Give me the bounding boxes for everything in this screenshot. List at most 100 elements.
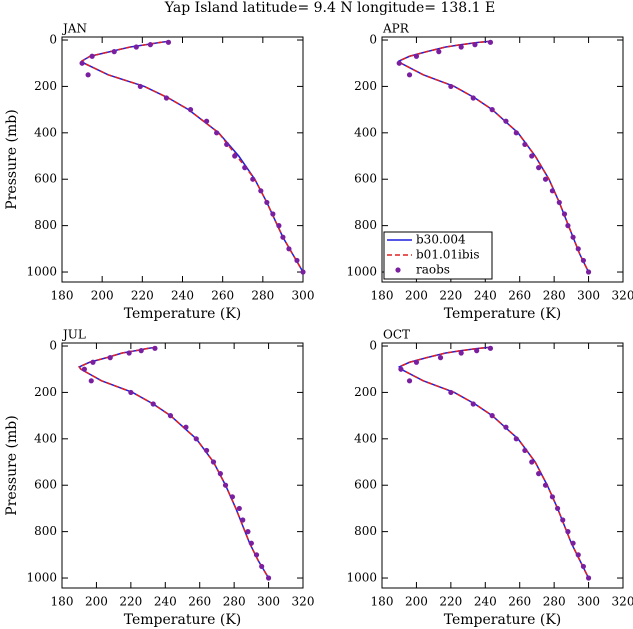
raob-point xyxy=(470,95,476,101)
raob-point xyxy=(448,83,454,90)
raob-point xyxy=(560,517,566,523)
raob-point xyxy=(542,482,549,488)
raob-point xyxy=(472,42,478,48)
y-tick-label: 0 xyxy=(369,33,377,47)
x-tick-label: 280 xyxy=(543,595,566,609)
y-tick-label: 0 xyxy=(49,33,57,47)
y-tick-label: 600 xyxy=(354,172,377,186)
raob-point xyxy=(167,413,174,419)
raob-point xyxy=(276,223,282,229)
raob-point xyxy=(85,72,91,78)
panel-label: JUL xyxy=(61,328,86,342)
raob-point xyxy=(536,165,542,171)
raob-point xyxy=(549,494,556,500)
raob-point xyxy=(436,49,442,55)
x-tick-label: 180 xyxy=(371,595,394,609)
raob-point xyxy=(147,42,153,48)
legend-label: b01.01ibis xyxy=(416,248,480,262)
raob-point xyxy=(513,130,519,136)
y-tick-label: 1000 xyxy=(346,265,377,279)
raob-point xyxy=(458,350,464,356)
profile-line xyxy=(398,346,590,579)
raob-point xyxy=(575,246,581,252)
raob-point xyxy=(232,153,238,159)
raob-point xyxy=(549,188,556,194)
raob-point xyxy=(138,348,144,354)
raob-point xyxy=(150,401,156,407)
y-tick-label: 600 xyxy=(34,478,57,492)
raob-point xyxy=(458,44,464,50)
raob-point xyxy=(561,211,568,217)
x-axis-label: Temperature (K) xyxy=(124,612,242,628)
raob-point xyxy=(222,482,229,488)
plot-frame xyxy=(381,36,624,283)
y-tick-label: 400 xyxy=(354,431,377,445)
plot-frame xyxy=(381,342,624,589)
x-tick-label: 320 xyxy=(612,595,633,609)
raob-point xyxy=(413,53,420,59)
x-axis-label: Temperature (K) xyxy=(444,612,562,628)
raob-point xyxy=(236,505,242,512)
profile-line xyxy=(78,346,270,579)
x-tick-label: 180 xyxy=(371,289,394,303)
y-tick-label: 0 xyxy=(369,339,377,353)
plot-frame xyxy=(61,342,304,589)
raob-point xyxy=(570,234,576,240)
raob-point xyxy=(265,575,272,581)
legend-label: b30.004 xyxy=(416,233,466,247)
raob-point xyxy=(248,540,254,546)
x-tick-label: 200 xyxy=(405,595,428,609)
raob-point xyxy=(81,366,87,372)
x-tick-label: 200 xyxy=(405,289,428,303)
raob-point xyxy=(542,176,549,182)
raob-point xyxy=(565,223,571,229)
raob-point xyxy=(90,359,96,365)
y-axis-label: Pressure (mb) xyxy=(4,415,20,515)
raob-point xyxy=(570,540,576,546)
raob-point xyxy=(406,72,413,78)
x-tick-label: 220 xyxy=(439,595,462,609)
raob-point xyxy=(280,234,286,240)
y-tick-label: 600 xyxy=(354,478,377,492)
y-tick-label: 200 xyxy=(34,79,57,93)
raob-point xyxy=(204,447,210,454)
y-tick-label: 600 xyxy=(34,172,57,186)
y-tick-label: 800 xyxy=(354,524,377,538)
y-tick-label: 800 xyxy=(34,524,57,538)
panel-label: OCT xyxy=(383,328,410,342)
panel-label: APR xyxy=(382,22,410,36)
x-tick-label: 240 xyxy=(171,289,194,303)
x-tick-label: 300 xyxy=(577,289,600,303)
raob-point xyxy=(126,350,132,356)
y-tick-label: 200 xyxy=(354,79,377,93)
raob-point xyxy=(536,471,542,477)
x-axis-label: Temperature (K) xyxy=(124,306,242,322)
x-tick-label: 200 xyxy=(85,595,108,609)
y-tick-label: 400 xyxy=(34,431,57,445)
raob-point xyxy=(474,348,480,354)
raob-point xyxy=(183,424,189,430)
x-tick-label: 220 xyxy=(439,289,462,303)
raob-point xyxy=(585,269,592,275)
raob-point xyxy=(580,257,587,264)
profile-line xyxy=(80,40,304,273)
raob-point xyxy=(487,39,494,45)
x-tick-label: 300 xyxy=(577,595,600,609)
raob-point xyxy=(522,141,528,148)
raob-point xyxy=(88,378,94,384)
raob-point xyxy=(193,436,199,442)
raob-point xyxy=(264,199,270,206)
x-tick-label: 180 xyxy=(51,595,74,609)
raob-point xyxy=(210,459,217,465)
x-tick-label: 240 xyxy=(474,595,497,609)
y-tick-label: 0 xyxy=(49,339,57,353)
chart-title: Yap Island latitude= 9.4 N longitude= 13… xyxy=(164,0,495,16)
raob-point xyxy=(270,211,276,217)
x-tick-label: 320 xyxy=(612,289,633,303)
y-tick-label: 1000 xyxy=(26,265,57,279)
raob-point xyxy=(470,401,476,407)
profile-line xyxy=(398,40,590,273)
x-tick-label: 240 xyxy=(154,595,177,609)
